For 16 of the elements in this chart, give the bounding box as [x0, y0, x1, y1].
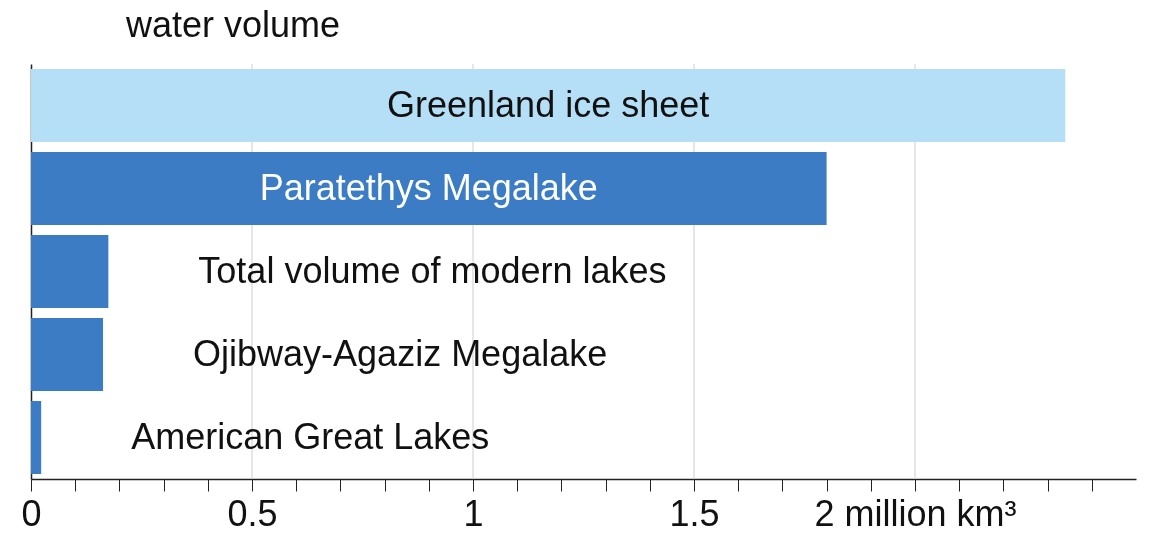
bar	[31, 234, 109, 309]
y-tick-label: Total volume of modern lakes	[198, 249, 667, 291]
bar	[31, 68, 1066, 143]
chart-title: water volume	[124, 4, 341, 46]
x-tick-label: 2 million km³	[814, 492, 1017, 534]
y-tick-label: Greenland ice sheet	[387, 83, 710, 125]
y-tick-label: Paratethys Megalake	[259, 166, 598, 208]
bar	[31, 400, 42, 475]
bar	[31, 151, 827, 226]
x-tick-label: 0	[21, 492, 42, 534]
x-tick-label: 0.5	[227, 492, 278, 534]
y-tick-label: Ojibway-Agaziz Megalake	[193, 332, 608, 374]
bar	[31, 317, 104, 392]
y-tick-label: American Great Lakes	[131, 415, 490, 457]
x-tick-label: 1.5	[669, 492, 720, 534]
x-tick-label: 1	[463, 492, 484, 534]
